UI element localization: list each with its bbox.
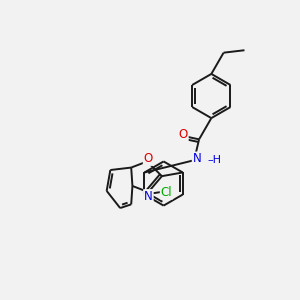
Text: N: N bbox=[144, 190, 153, 203]
Text: O: O bbox=[178, 128, 188, 141]
Text: Cl: Cl bbox=[161, 186, 172, 199]
Text: O: O bbox=[144, 152, 153, 165]
Text: –H: –H bbox=[208, 155, 222, 165]
Text: N: N bbox=[193, 152, 202, 166]
